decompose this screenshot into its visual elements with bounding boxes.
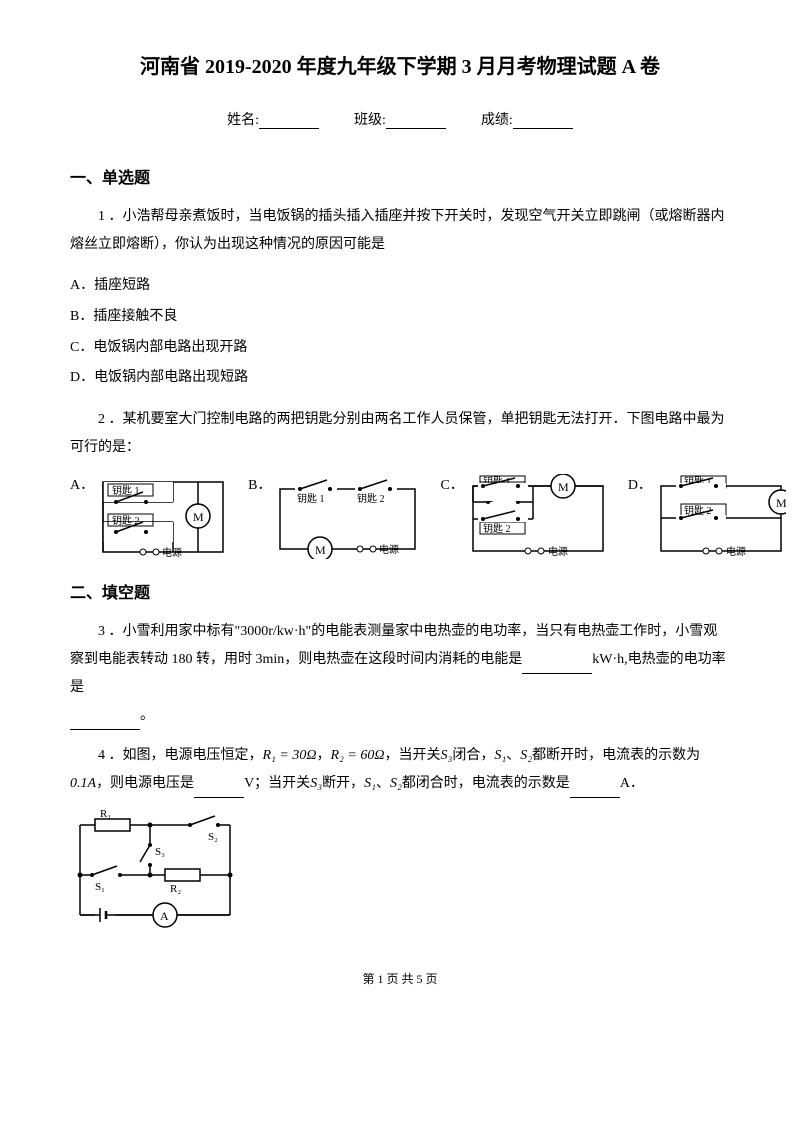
q2-labelA: A． xyxy=(70,474,94,494)
q4-circuit-svg: R₁ S₃ S₂ S₁ R₂ xyxy=(70,810,240,930)
q4-s2b: S₂ xyxy=(390,776,402,791)
svg-text:M: M xyxy=(558,480,569,494)
q3: 3 ．小雪利用家中标有"3000r/kw·h"的电能表测量家中电热壶的电功率，当… xyxy=(70,618,730,730)
svg-text:钥匙 2: 钥匙 2 xyxy=(483,522,511,535)
q4-text-c: 闭合， xyxy=(452,748,494,763)
q3-period: 。 xyxy=(140,708,154,723)
circuit-A: A． 钥匙 1 钥匙 2 xyxy=(70,474,228,559)
q4-text-f: ，则电源电压是 xyxy=(96,776,194,791)
svg-text:M: M xyxy=(776,496,786,510)
q1-options: A．插座短路 B．插座接触不良 C．电饭锅内部电路出现开路 D．电饭锅内部电路出… xyxy=(70,271,730,394)
q4-text-g: 断开， xyxy=(322,776,364,791)
q1-num: 1 ． xyxy=(98,209,123,224)
q1-text: 小浩帮母亲煮饭时，当电饭锅的插头插入插座并按下开关时，发现空气开关立即跳闸（或熔… xyxy=(70,209,725,252)
q2: 2 ．某机要室大门控制电路的两把钥匙分别由两名工作人员保管，单把钥匙无法打开．下… xyxy=(70,406,730,462)
q1: 1 ．小浩帮母亲煮饭时，当电饭锅的插头插入插座并按下开关时，发现空气开关立即跳闸… xyxy=(70,203,730,259)
svg-text:S₃: S₃ xyxy=(155,846,165,858)
q4-text-h: 、 xyxy=(376,776,390,791)
section2-header: 二、填空题 xyxy=(70,579,730,603)
q4: 4 ．如图，电源电压恒定，R₁ = 30Ω，R₂ = 60Ω，当开关S₃闭合，S… xyxy=(70,742,730,798)
class-label: 班级: xyxy=(354,113,386,128)
circuit-D-svg: 钥匙 1 钥匙 2 M 电源 xyxy=(656,474,786,559)
circuit-A-svg: 钥匙 1 钥匙 2 M 电源 xyxy=(98,474,228,559)
svg-text:R₂: R₂ xyxy=(170,883,181,895)
q4-comma1: ， xyxy=(317,748,331,763)
svg-text:R₁: R₁ xyxy=(100,810,111,820)
q2-labelD: D． xyxy=(628,474,652,494)
svg-text:电源: 电源 xyxy=(726,545,746,558)
q4-blank1 xyxy=(194,783,244,798)
circuit-B: B． 钥匙 1 钥匙 2 M 电源 xyxy=(248,474,420,559)
score-blank xyxy=(513,114,573,129)
svg-text:M: M xyxy=(315,543,326,557)
q2-num: 2 ． xyxy=(98,412,123,427)
svg-text:钥匙 1: 钥匙 1 xyxy=(297,492,325,505)
circuit-B-svg: 钥匙 1 钥匙 2 M 电源 xyxy=(275,474,420,559)
q3-blank1 xyxy=(522,659,592,674)
circuit-D: D． 钥匙 1 钥匙 2 M xyxy=(628,474,786,559)
svg-text:钥匙 2: 钥匙 2 xyxy=(357,492,385,505)
q4-s3b: S₃ xyxy=(310,776,322,791)
page-footer: 第 1 页 共 5 页 xyxy=(70,970,730,987)
svg-text:S₂: S₂ xyxy=(208,831,218,843)
q4-num: 4 ． xyxy=(98,748,123,763)
q4-s3: S₃ xyxy=(441,748,453,763)
info-line: 姓名: 班级: 成绩: xyxy=(70,109,730,129)
svg-text:S₁: S₁ xyxy=(95,881,105,893)
circuit-C-svg: 钥匙 1 钥匙 1 钥匙 2 xyxy=(468,474,608,559)
svg-text:钥匙 2: 钥匙 2 xyxy=(112,514,140,527)
q4-text-e: 都断开时，电流表的示数为 xyxy=(532,748,700,763)
q1-optB: B．插座接触不良 xyxy=(70,302,730,333)
q2-labelB: B． xyxy=(248,474,271,494)
class-blank xyxy=(386,114,446,129)
page-title: 河南省 2019-2020 年度九年级下学期 3 月月考物理试题 A 卷 xyxy=(70,50,730,79)
q4-blank2 xyxy=(570,783,620,798)
svg-text:电源: 电源 xyxy=(548,545,568,558)
q4-s1b: S₁ xyxy=(364,776,376,791)
name-label: 姓名: xyxy=(227,113,259,128)
svg-text:电源: 电源 xyxy=(379,543,399,556)
q4-text-i: 都闭合时，电流表的示数是 xyxy=(402,776,570,791)
q4-unit-a: A． xyxy=(620,776,644,791)
circuit-C: C． 钥匙 1 钥匙 1 xyxy=(440,474,607,559)
q4-unit-v: V；当开关 xyxy=(244,776,310,791)
circuit-options: A． 钥匙 1 钥匙 2 xyxy=(70,474,730,559)
name-blank xyxy=(259,114,319,129)
q4-s2: S₂ xyxy=(520,748,532,763)
q4-r1: R₁ = 30Ω xyxy=(263,748,317,763)
q4-circuit: R₁ S₃ S₂ S₁ R₂ xyxy=(70,810,730,930)
page-container: 河南省 2019-2020 年度九年级下学期 3 月月考物理试题 A 卷 姓名:… xyxy=(0,0,800,1017)
q4-r2: R₂ = 60Ω xyxy=(331,748,385,763)
svg-text:电源: 电源 xyxy=(162,546,182,559)
q4-text-d: 、 xyxy=(506,748,520,763)
q3-blank2 xyxy=(70,715,140,730)
q2-text: 某机要室大门控制电路的两把钥匙分别由两名工作人员保管，单把钥匙无法打开．下图电路… xyxy=(70,412,725,455)
q4-s1: S₁ xyxy=(494,748,506,763)
section1-header: 一、单选题 xyxy=(70,164,730,188)
q2-labelC: C． xyxy=(440,474,463,494)
q4-text-a: 如图，电源电压恒定， xyxy=(123,748,263,763)
score-label: 成绩: xyxy=(481,113,513,128)
svg-text:钥匙 1: 钥匙 1 xyxy=(112,484,140,497)
q4-text-b: ，当开关 xyxy=(385,748,441,763)
q1-optD: D．电饭锅内部电路出现短路 xyxy=(70,363,730,394)
q1-optA: A．插座短路 xyxy=(70,271,730,302)
q3-num: 3 ． xyxy=(98,624,123,639)
svg-text:M: M xyxy=(193,510,204,524)
q1-optC: C．电饭锅内部电路出现开路 xyxy=(70,333,730,364)
svg-text:A: A xyxy=(160,909,169,923)
q4-current: 0.1A xyxy=(70,776,96,791)
